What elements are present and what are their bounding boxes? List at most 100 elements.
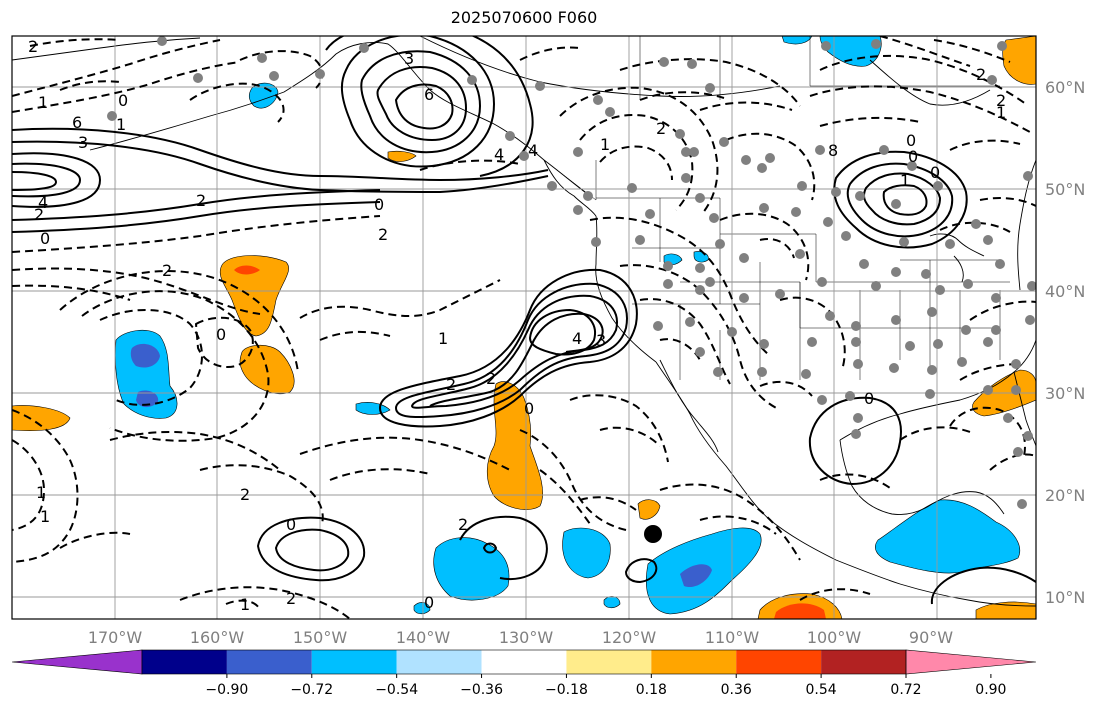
colorbar-segment	[142, 650, 227, 674]
blue-patch-south-2	[562, 527, 611, 579]
contour-label: 8	[828, 141, 838, 160]
contour-label: 0	[864, 389, 874, 408]
contour-label: 1	[900, 171, 910, 190]
contour-label: 6	[424, 85, 434, 104]
lon-label-160w: 160°W	[190, 628, 245, 647]
contour-label: 0	[374, 195, 384, 214]
mid-blue-west-1	[130, 343, 160, 368]
contour-label: 2	[378, 225, 388, 244]
lon-label-170w: 170°W	[88, 628, 143, 647]
coast-aleutians	[12, 37, 201, 61]
contour-label: 2	[162, 261, 172, 280]
colorbar-segment	[566, 650, 652, 674]
colorbar-tick-label: 0.54	[806, 682, 837, 698]
colorbar-tick-label: −0.54	[375, 682, 418, 698]
blue-patch-small-south	[603, 596, 621, 609]
colorbar-tick-label: 0.18	[636, 682, 667, 698]
orange-patch-south-small	[637, 499, 661, 520]
colorbar-tick-label: 0.90	[975, 682, 1006, 698]
coast-alaska-peninsula	[89, 42, 591, 197]
shaded-fields	[12, 36, 1036, 619]
colorbar-segment	[226, 650, 312, 674]
marker-dot	[644, 525, 662, 543]
orange-patch-pacific-1	[219, 255, 289, 337]
lat-label-10n: 10°N	[1045, 588, 1085, 607]
red-patch-south-center	[774, 603, 826, 619]
colorbar-segments	[11, 649, 1037, 675]
contour-label: 0	[118, 91, 128, 110]
colorbar-extend-low	[11, 649, 143, 675]
colorbar-tick-label: −0.72	[290, 682, 333, 698]
contour-label: 0	[930, 163, 940, 182]
lat-label-30n: 30°N	[1045, 384, 1085, 403]
contour-label: 0	[908, 147, 918, 166]
solid-contours	[12, 36, 1036, 605]
contour-label: 1	[36, 483, 46, 502]
mid-blue-south	[680, 564, 712, 588]
contour-label: 2	[34, 205, 44, 224]
contour-label: 4	[494, 145, 504, 164]
contour-label: 2	[976, 65, 986, 84]
colorbar-tick-label: −0.90	[205, 682, 248, 698]
coastlines	[12, 36, 1036, 607]
colorbar-tick-label: −0.36	[460, 682, 503, 698]
red-dash-pacific	[234, 265, 260, 275]
colorbar-segment	[651, 650, 737, 674]
plot-frame	[11, 35, 1037, 620]
great-lakes	[929, 233, 985, 283]
colorbar-segment	[396, 650, 482, 674]
coast-baja-peninsula	[659, 359, 719, 453]
hudson-bay	[869, 59, 991, 106]
contour-label: 2	[656, 119, 666, 138]
station-dots	[107, 36, 1036, 509]
latitude-axis: 60°N 50°N 40°N 30°N 20°N 10°N	[1045, 78, 1085, 607]
coast-yucatan	[931, 491, 1005, 515]
orange-patch-left-edge	[12, 405, 71, 431]
colorbar-ticks: −0.90 −0.72 −0.54 −0.36 −0.18 0.18 0.36 0.54 0.7…	[205, 674, 1006, 698]
contour-label: 0	[286, 515, 296, 534]
contour-label: 0	[216, 325, 226, 344]
contour-label: 2	[446, 375, 456, 394]
dashed-contours	[12, 36, 1036, 619]
orange-patch-baja	[486, 381, 543, 510]
coast-gulf	[839, 339, 1036, 441]
map-title: 2025070600 F060	[450, 8, 598, 27]
colorbar-frame	[141, 649, 907, 675]
contour-label: 1	[116, 115, 126, 134]
coast-bc-west	[543, 159, 597, 217]
contour-label: 0	[906, 131, 916, 150]
lat-label-50n: 50°N	[1045, 180, 1085, 199]
contour-label: 2	[28, 37, 38, 56]
colorbar-segment	[311, 650, 397, 674]
coast-central-am	[899, 583, 1036, 607]
lon-label-90w: 90°W	[909, 628, 953, 647]
colorbar-segment	[481, 650, 567, 674]
contour-label: 0	[40, 229, 50, 248]
mid-blue-west-2	[136, 390, 159, 408]
contour-label: 2	[196, 191, 206, 210]
contour-label: 3	[78, 133, 88, 152]
contour-label: 2	[486, 369, 496, 388]
colorbar-segment	[736, 650, 822, 674]
contour-label: 0	[524, 399, 534, 418]
colorbar-segment	[821, 650, 906, 674]
lon-label-120w: 120°W	[602, 628, 657, 647]
orange-patch-se-corner	[975, 601, 1036, 619]
contour-label: 3	[404, 49, 414, 68]
lon-label-130w: 130°W	[499, 628, 554, 647]
lon-label-150w: 150°W	[293, 628, 348, 647]
contour-label: 6	[72, 113, 82, 132]
contour-label: 3	[596, 331, 606, 350]
contour-label: 2	[996, 91, 1006, 110]
coast-baja-mex	[655, 361, 901, 585]
contour-label: 2	[458, 515, 468, 534]
colorbar-tick-label: −0.18	[545, 682, 588, 698]
contour-label: 1	[438, 329, 448, 348]
coast-mex-east	[839, 439, 933, 515]
contour-label: 1	[40, 507, 50, 526]
contour-label: 2	[286, 589, 296, 608]
lat-label-20n: 20°N	[1045, 486, 1085, 505]
contour-label: 1	[38, 93, 48, 112]
